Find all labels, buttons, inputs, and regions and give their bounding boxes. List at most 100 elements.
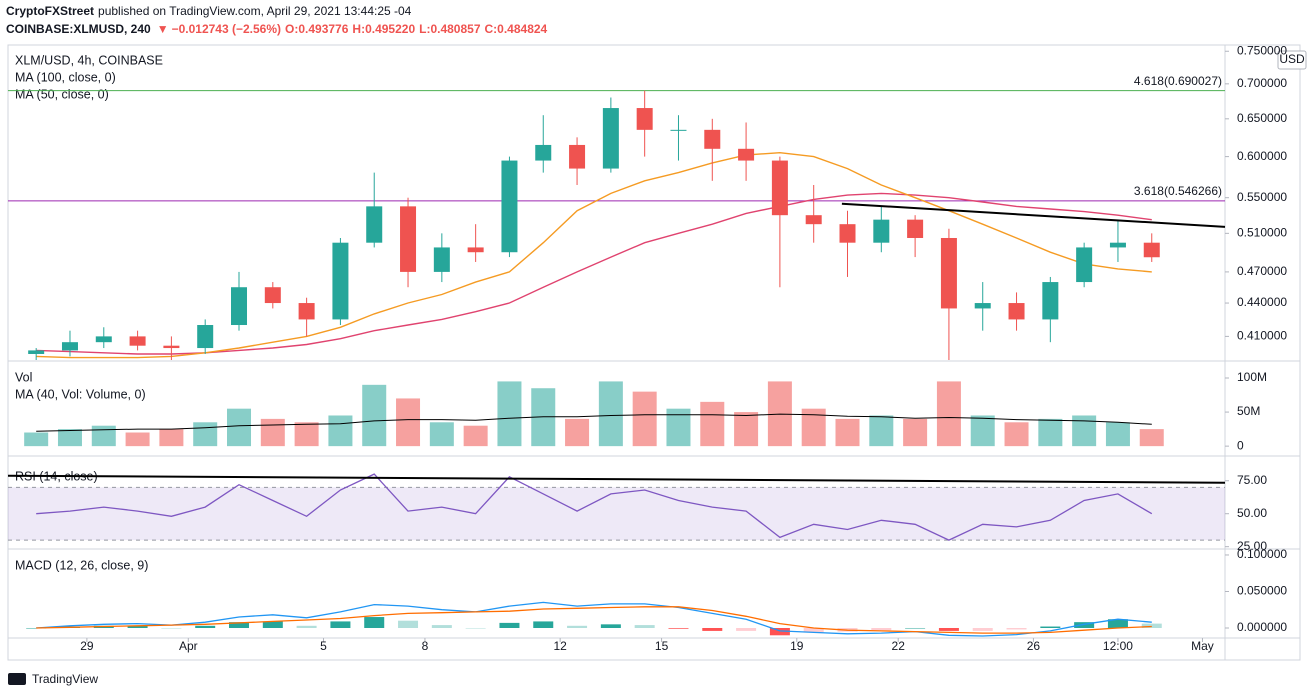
x-tick-label: 19 <box>790 639 804 653</box>
ohlc: C:0.484824 <box>485 22 548 36</box>
y-tick-label: 0.440000 <box>1237 295 1287 309</box>
macd-histogram <box>465 627 486 629</box>
candle-body <box>433 247 450 272</box>
candle-body <box>163 345 180 349</box>
rsi-line <box>36 473 1153 541</box>
macd-histogram <box>634 625 655 628</box>
volume-bar <box>700 401 725 447</box>
candle-body <box>366 206 383 243</box>
y-tick-label: 0.510000 <box>1237 226 1287 240</box>
volume-bar <box>227 408 252 447</box>
y-tick-label: 100M <box>1237 370 1267 384</box>
candle-body <box>1008 303 1025 320</box>
volume-bar <box>970 415 995 447</box>
candle-body <box>332 242 349 320</box>
volume-bar <box>1105 422 1130 447</box>
candle-body <box>636 108 653 130</box>
candle-body <box>129 336 146 346</box>
legend-entry: MA (40, Vol: Volume, 0) <box>15 387 146 401</box>
candle-body <box>569 144 586 169</box>
candle-body <box>602 108 619 169</box>
volume-bar <box>159 429 184 447</box>
candle-body <box>805 215 822 225</box>
y-tick-label: 0.470000 <box>1237 264 1287 278</box>
moving-average <box>36 192 1152 355</box>
y-tick-label: 0.600000 <box>1237 149 1287 163</box>
macd-histogram <box>398 620 419 628</box>
signal-line <box>36 606 1152 634</box>
candle-body <box>771 160 788 216</box>
volume-bar <box>632 391 657 447</box>
pane-title: MACD (12, 26, close, 9) <box>15 558 148 572</box>
macd-histogram <box>938 627 959 631</box>
volume-bar <box>91 425 116 447</box>
macd-histogram <box>769 627 790 636</box>
macd-histogram <box>161 627 182 629</box>
y-tick-label: 50M <box>1237 404 1260 418</box>
logo-icon <box>8 673 26 685</box>
candle-body <box>907 219 924 238</box>
candle-body <box>873 219 890 243</box>
x-tick-label: 15 <box>655 639 669 653</box>
candle-body <box>940 237 957 309</box>
pane-title: Vol <box>15 370 32 384</box>
moving-average <box>36 151 1152 359</box>
candle-body <box>264 287 281 304</box>
candle-body <box>839 224 856 243</box>
candle-body <box>1109 242 1126 248</box>
candle-body <box>1076 247 1093 283</box>
volume-bar <box>260 418 285 447</box>
candle-body <box>197 325 214 349</box>
volume-bar <box>463 425 488 447</box>
trendline <box>841 202 1226 228</box>
volume-bar <box>193 422 218 447</box>
y-tick-label: 0 <box>1237 438 1244 452</box>
macd-histogram <box>736 627 757 631</box>
published: published on TradingView.com, April 29, … <box>98 4 412 18</box>
footer-brand: TradingView <box>32 672 98 686</box>
macd-histogram <box>330 621 351 628</box>
volume-bar <box>1072 415 1097 447</box>
legend-entry: MA (100, close, 0) <box>15 70 116 84</box>
volume-bar <box>429 422 454 447</box>
x-tick-label: May <box>1191 639 1214 653</box>
x-tick-label: 22 <box>892 639 906 653</box>
ohlc: H:0.495220 <box>352 22 415 36</box>
candle-body <box>61 342 78 351</box>
volume-bar <box>1038 418 1063 447</box>
rsi-band <box>8 487 1225 541</box>
candle-body <box>28 350 45 354</box>
legend-entry: MA (50, close, 0) <box>15 87 109 101</box>
volume-bar <box>598 381 623 447</box>
volume-bar <box>125 432 150 447</box>
volume-bar <box>903 418 928 447</box>
candle-body <box>738 148 755 161</box>
candle-body <box>974 303 991 309</box>
macd-histogram <box>364 617 385 628</box>
candle-body <box>400 206 417 272</box>
macd-histogram <box>1040 626 1061 628</box>
fib-label: 4.618(0.690027) <box>1134 74 1222 88</box>
macd-histogram <box>905 627 926 629</box>
publisher: CryptoFXStreet <box>6 4 94 18</box>
macd-histogram <box>600 624 621 628</box>
volume-bar <box>936 381 961 447</box>
y-tick-label: 0.750000 <box>1237 43 1287 57</box>
y-tick-label: 0.410000 <box>1237 329 1287 343</box>
macd-histogram <box>1107 619 1128 628</box>
symbol: COINBASE:XLMUSD, 240 <box>6 22 151 36</box>
volume-bar <box>1004 422 1029 447</box>
y-tick-label: 0.050000 <box>1237 584 1287 598</box>
macd-line <box>36 601 1152 637</box>
macd-histogram <box>533 621 554 628</box>
volume-bar <box>362 384 387 447</box>
macd-histogram <box>1141 623 1162 628</box>
macd-histogram <box>262 621 283 628</box>
y-tick-label: 0.650000 <box>1237 111 1287 125</box>
macd-histogram <box>803 627 824 633</box>
volume-bar <box>294 422 319 447</box>
macd-histogram <box>972 627 993 631</box>
candle-body <box>670 129 687 131</box>
y-tick-label: 0.000000 <box>1237 620 1287 634</box>
